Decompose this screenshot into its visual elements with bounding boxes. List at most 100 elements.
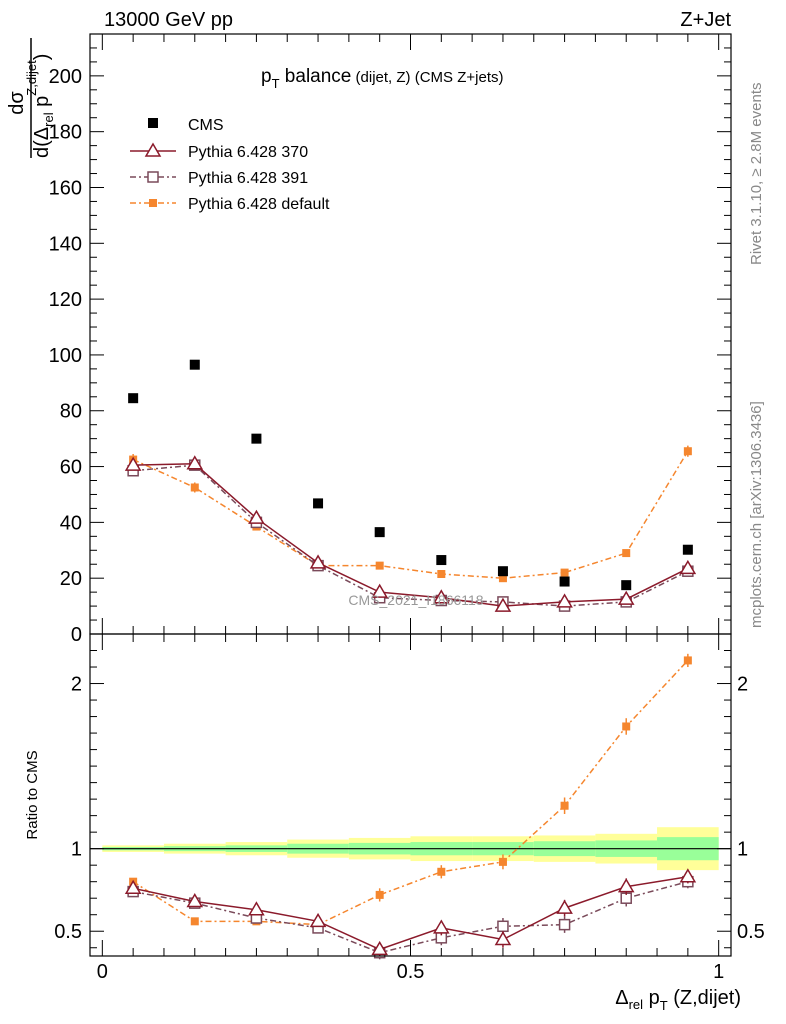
header-right: Z+Jet [680,9,731,31]
ratio-ytick-label-right: 0.5 [737,921,765,943]
analysis-watermark: CMS_2021_I1866118 [348,592,483,608]
ratio-point-pythia-6-428-370 [186,893,204,908]
ratio-plot: 0.5 0.5 1 1 2 2 0 0.5 1 [54,634,765,983]
main-ytick-label: 80 [60,401,82,423]
legend-label-pdef: Pythia 6.428 default [188,196,330,213]
main-point-cms [559,576,570,587]
ratio-point-pythia-6-428-default [190,917,199,926]
ratio-line-pythia-6-428-370 [132,875,688,951]
main-ytick-label: 140 [49,233,82,255]
ylabel-den-p: p [31,96,53,113]
ylabel-den-pre: d(Δ [31,127,53,158]
legend-label-cms: CMS [188,117,224,134]
main-point-pythia-6-428-default [622,549,631,558]
title-p: p [261,66,272,87]
main-point-pythia-6-428-default [190,483,199,492]
main-ytick-label: 120 [49,289,82,311]
title-small: (dijet, Z) [351,69,410,86]
ratio-point-pythia-6-428-default [683,656,692,665]
main-point-pythia-6-428-370 [679,559,697,575]
main-ytick-label: 100 [49,345,82,367]
xtick-label: 1 [713,961,724,983]
legend-marker-p391 [147,171,159,183]
ratio-point-pythia-6-428-370 [248,901,265,916]
ratio-point-pythia-6-428-370 [556,899,573,914]
ratio-line-pythia-6-428-default [132,659,689,926]
main-point-cms [313,498,324,509]
main-point-pythia-6-428-370 [124,456,142,471]
ratio-ytick-label-right: 1 [737,839,748,861]
main-ytick-label: 40 [60,512,82,534]
main-point-pythia-6-428-default [498,574,507,583]
ylabel-den-sub: rel [41,112,56,127]
ratio-line-pythia-6-428-391 [133,880,689,954]
main-point-cms [374,527,385,538]
main-ytick-label: 160 [49,177,82,199]
ratio-point-pythia-6-428-391 [497,920,509,933]
legend-label-p370: Pythia 6.428 370 [188,144,308,161]
legend: CMS Pythia 6.428 370 Pythia 6.428 391 Py… [130,117,330,213]
xlabel-T: T [660,998,668,1013]
title-T: T [272,76,280,91]
xlabel-delta: Δ [615,987,628,1009]
xlabel-p: p [643,987,660,1009]
main-point-pythia-6-428-370 [556,593,573,608]
main-plot-frame [89,33,732,635]
main-point-pythia-6-428-370 [433,589,450,604]
mcplots-label: mcplots.cern.ch [arXiv:1306.3436] [748,401,765,628]
legend-entry-p391: Pythia 6.428 391 [130,170,308,187]
main-point-cms [189,359,200,370]
main-point-pythia-6-428-370 [617,590,635,605]
legend-marker-pdef [149,199,157,207]
main-point-pythia-6-428-370 [494,597,512,612]
ratio-ytick-label-right: 2 [737,674,748,696]
legend-entry-cms: CMS [148,117,224,134]
main-point-cms [436,555,447,566]
main-point-pythia-6-428-370 [248,509,265,524]
main-point-pythia-6-428-default [375,561,384,570]
ratio-point-pythia-6-428-default [437,867,446,876]
main-ylabel-denominator: d(Δrel pZ,dijet) [24,54,56,158]
ylabel-den-close: ) [31,54,53,61]
main-point-pythia-6-428-370 [309,554,327,569]
xtick-label: 0.5 [397,961,425,983]
rivet-label: Rivet 3.1.10, ≥ 2.8M events [748,83,765,266]
header-left: 13000 GeV pp [104,9,233,31]
ratio-plot-frame [89,633,732,957]
ratio-point-pythia-6-428-default [622,722,631,731]
ratio-point-pythia-6-428-370 [371,940,388,956]
main-point-cms [621,580,632,591]
main-point-cms [682,544,693,555]
main-point-cms [497,566,508,577]
main-plot: 0 20 40 60 80 100 120 140 160 180 200 [49,34,731,646]
ratio-point-pythia-6-428-default [375,890,384,899]
ratio-point-pythia-6-428-370 [679,868,697,883]
ratio-ylabel: Ratio to CMS [24,750,41,839]
xaxis-label: Δrel pT (Z,dijet) [615,987,741,1013]
legend-marker-cms [148,118,158,128]
ratio-point-pythia-6-428-370 [309,912,327,928]
ratio-point-pythia-6-428-default [498,857,507,866]
main-point-pythia-6-428-default [560,568,569,577]
main-point-pythia-6-428-default [683,447,692,456]
legend-label-p391: Pythia 6.428 391 [188,170,308,187]
ratio-point-pythia-6-428-default [560,801,569,810]
title-word: balance [280,66,352,87]
main-ytick-label: 0 [71,624,82,646]
main-ylabel-numerator: dσ [6,91,28,115]
ratio-point-pythia-6-428-391 [558,918,571,931]
legend-entry-p370: Pythia 6.428 370 [130,142,308,161]
ratio-point-pythia-6-428-370 [433,919,450,934]
main-ytick-label: 180 [49,122,82,144]
main-ytick-label: 200 [49,66,82,88]
main-point-pythia-6-428-370 [371,583,388,598]
main-ytick-label: 20 [60,568,82,590]
main-line-pythia-6-428-391 [133,464,689,607]
main-line-pythia-6-428-370 [133,463,689,607]
main-point-pythia-6-428-370 [186,455,204,470]
ratio-point-pythia-6-428-370 [617,878,635,893]
ratio-point-pythia-6-428-370 [124,879,142,895]
main-line-pythia-6-428-default [132,450,689,579]
main-title: pT balance (dijet, Z) (CMS Z+jets) [261,66,504,91]
